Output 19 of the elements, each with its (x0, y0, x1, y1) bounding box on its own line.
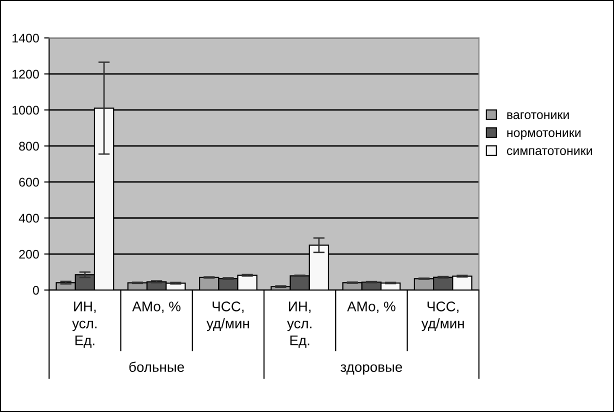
x-tick-label: АМо, % (347, 302, 396, 313)
y-tick-label: 1400 (12, 34, 39, 43)
y-tick-label: 1200 (12, 70, 39, 79)
y-tick-label: 800 (19, 142, 39, 151)
text: здоровые (340, 364, 402, 375)
y-tick-label: 1000 (12, 106, 39, 115)
x-tick-label: ИН, усл. Ед. (287, 302, 312, 348)
legend-label: симпатотоники (506, 148, 592, 156)
x-tick-label: АМо, % (132, 302, 180, 313)
y-tick-label: 0 (32, 286, 39, 295)
legend-label: ваготоники (507, 112, 569, 120)
y-tick-label: 600 (19, 178, 39, 187)
x-tick-label: ЧСС, уд/мин (421, 302, 464, 332)
text: больные (129, 362, 184, 372)
x-tick-label: ЧСС, уд/мин (206, 302, 249, 332)
x-tick-label: ИН, усл. Ед. (72, 302, 97, 348)
y-tick-label: 400 (18, 214, 39, 223)
legend-label: нормотоники (507, 130, 580, 140)
y-tick-label: 200 (19, 250, 39, 259)
